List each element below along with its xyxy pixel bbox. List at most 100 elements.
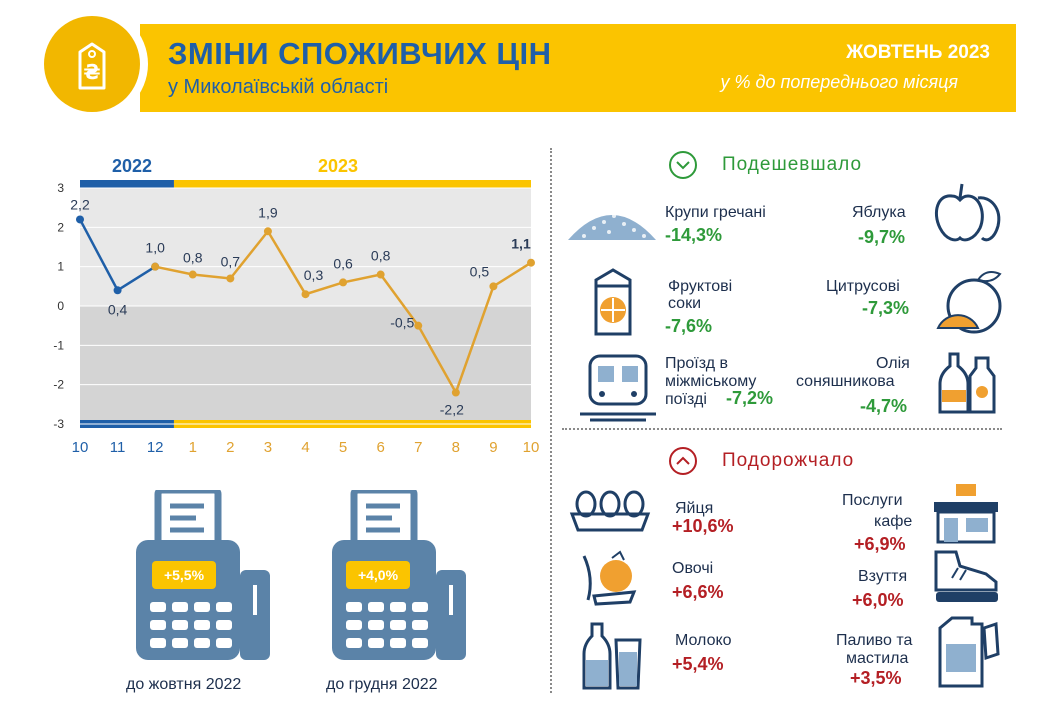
data-point bbox=[76, 215, 84, 224]
x-tick-label: 6 bbox=[376, 439, 384, 456]
item-name-line: Паливо та bbox=[836, 632, 913, 649]
item-name: Взуття bbox=[858, 568, 908, 585]
item-name-line: міжміському bbox=[665, 373, 757, 390]
page-title: ЗМІНИ СПОЖИВЧИХ ЦІН bbox=[168, 36, 552, 71]
x-tick-label: 10 bbox=[72, 439, 89, 456]
data-point bbox=[527, 258, 535, 267]
item-name-line: Послуги bbox=[842, 492, 903, 509]
chevron-up-icon bbox=[669, 447, 697, 475]
y-tick-label: -1 bbox=[53, 338, 64, 352]
data-point bbox=[113, 286, 122, 295]
item-name: Цитрусові bbox=[826, 278, 900, 295]
buckwheat-icon bbox=[568, 214, 656, 240]
shoes-icon bbox=[934, 550, 998, 602]
x-tick-label: 7 bbox=[414, 439, 422, 456]
year-bar-2023 bbox=[173, 180, 532, 188]
vegetables-icon bbox=[582, 550, 637, 606]
chart-bg-positive bbox=[80, 188, 531, 306]
milk-icon bbox=[582, 622, 642, 690]
data-label: 0,4 bbox=[108, 301, 128, 317]
data-label: 1,1 bbox=[511, 236, 531, 252]
x-tick-label: 9 bbox=[489, 439, 497, 456]
item-value: -14,3% bbox=[665, 225, 723, 245]
data-label: -0,5 bbox=[390, 315, 414, 331]
data-label: 1,9 bbox=[258, 204, 278, 220]
item-value: +3,5% bbox=[850, 668, 902, 688]
hryvnia-price-tag-icon: ₴ bbox=[78, 42, 106, 90]
x-tick-label: 2 bbox=[226, 439, 234, 456]
x-tick-label: 1 bbox=[189, 439, 197, 456]
data-point bbox=[376, 270, 385, 279]
item-name-line: соняшникова bbox=[796, 373, 895, 390]
horizontal-divider bbox=[562, 428, 1002, 430]
item-value: -7,6% bbox=[665, 316, 713, 336]
data-label: 0,7 bbox=[221, 253, 241, 269]
item-value: -9,7% bbox=[858, 227, 906, 247]
data-point bbox=[226, 274, 235, 283]
chevron-down-icon bbox=[669, 151, 697, 179]
chart-bg-negative bbox=[80, 306, 531, 424]
header-banner bbox=[140, 24, 1016, 112]
juice-carton-icon bbox=[594, 268, 632, 336]
y-tick-label: 0 bbox=[57, 299, 64, 313]
x-tick-label: 10 bbox=[523, 439, 540, 456]
year-bar-2022 bbox=[80, 180, 174, 188]
item-name: Яйця bbox=[675, 500, 714, 517]
data-point bbox=[263, 227, 272, 236]
item-name: Яблука bbox=[852, 204, 906, 221]
cash-register-icon bbox=[136, 490, 270, 660]
x-tick-label: 4 bbox=[301, 439, 309, 456]
data-point bbox=[451, 388, 460, 397]
data-label: 0,5 bbox=[470, 263, 490, 279]
data-point bbox=[339, 278, 348, 287]
item-name: Молоко bbox=[675, 632, 732, 649]
cafe-icon bbox=[934, 484, 998, 544]
item-value: +10,6% bbox=[672, 516, 734, 536]
item-name-line: Олія bbox=[876, 355, 910, 372]
item-value: +6,0% bbox=[852, 590, 904, 610]
data-point bbox=[489, 282, 498, 291]
pricier-title: Подорожчало bbox=[722, 450, 855, 471]
item-name-line: мастила bbox=[846, 650, 909, 667]
train-icon bbox=[580, 354, 656, 422]
logo-circle: ₴ bbox=[44, 16, 140, 112]
data-label: 2,2 bbox=[70, 196, 90, 212]
y-tick-label: 1 bbox=[57, 260, 64, 274]
register-caption: до грудня 2022 bbox=[326, 676, 438, 693]
data-label: 1,0 bbox=[145, 240, 165, 256]
y-tick-label: -3 bbox=[53, 417, 64, 431]
y-tick-label: 2 bbox=[57, 220, 64, 234]
page-subtitle: у Миколаївській області bbox=[168, 76, 389, 98]
x-tick-label: 11 bbox=[110, 439, 126, 456]
x-tick-label: 12 bbox=[147, 439, 164, 456]
y-tick-label: -2 bbox=[53, 378, 64, 392]
item-name-line: поїзді bbox=[665, 391, 707, 408]
data-label: -2,2 bbox=[440, 402, 464, 418]
item-value: -7,3% bbox=[862, 298, 910, 318]
x-tick-label: 5 bbox=[339, 439, 347, 456]
citrus-icon bbox=[936, 271, 1002, 334]
item-name-line: Фруктові bbox=[668, 278, 733, 295]
register-caption: до жовтня 2022 bbox=[126, 676, 242, 693]
item-value: +5,4% bbox=[672, 654, 724, 674]
period-sublabel: у % до попереднього місяця bbox=[720, 72, 959, 92]
year-label-2023: 2023 bbox=[318, 156, 359, 176]
y-tick-label: 3 bbox=[57, 181, 64, 195]
vertical-divider bbox=[550, 148, 552, 693]
data-label: 0,6 bbox=[333, 255, 353, 271]
x-tick-label: 3 bbox=[264, 439, 272, 456]
fuel-canister-icon bbox=[938, 616, 1000, 688]
data-label: 0,3 bbox=[304, 267, 324, 283]
item-name: Крупи гречані bbox=[665, 204, 766, 221]
item-value: +6,9% bbox=[854, 534, 906, 554]
item-value: +6,6% bbox=[672, 582, 724, 602]
item-value: -4,7% bbox=[860, 396, 908, 416]
data-point bbox=[301, 290, 310, 299]
cheaper-title: Подешевшало bbox=[722, 154, 863, 175]
year-label-2022: 2022 bbox=[112, 156, 153, 176]
oil-bottle-icon bbox=[938, 352, 996, 414]
item-name: Овочі bbox=[672, 560, 714, 577]
data-point bbox=[414, 321, 423, 330]
data-point bbox=[188, 270, 197, 279]
